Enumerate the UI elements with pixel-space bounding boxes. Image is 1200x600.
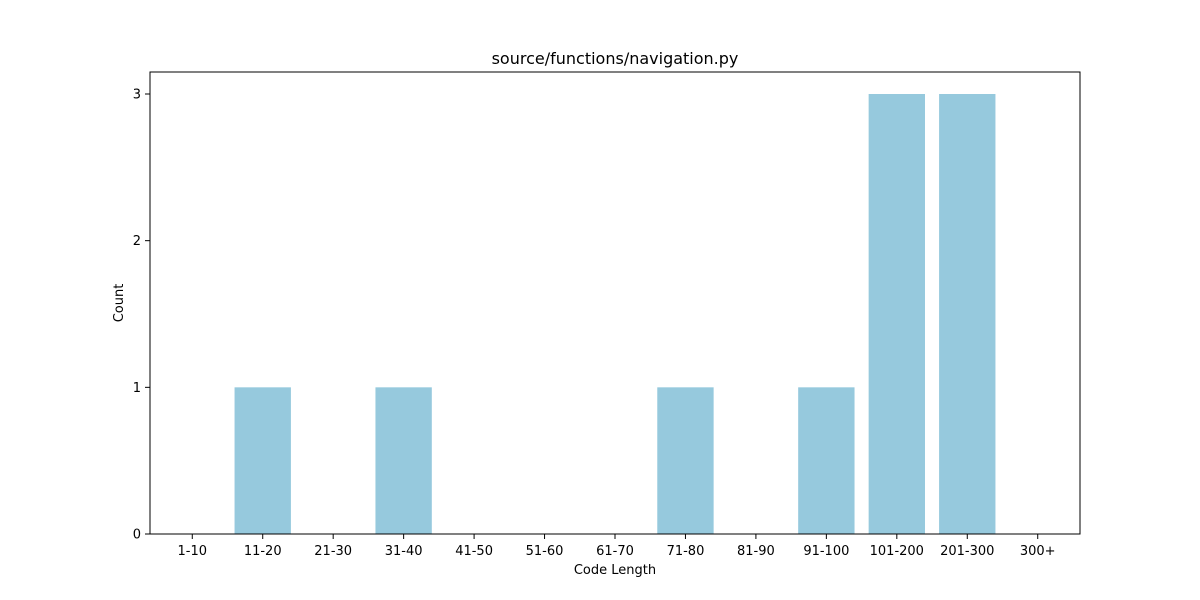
y-tick-label: 2 xyxy=(133,234,141,249)
x-tick-label: 1-10 xyxy=(178,544,208,559)
x-tick-label: 51-60 xyxy=(526,544,564,559)
x-tick-label: 71-80 xyxy=(667,544,705,559)
bar-11-20 xyxy=(234,387,291,534)
y-axis-ticks: 0 1 2 3 xyxy=(133,88,150,543)
bar-31-40 xyxy=(375,387,432,534)
x-tick-label: 201-300 xyxy=(940,544,994,559)
y-tick-label: 3 xyxy=(133,88,141,103)
bars-group xyxy=(234,94,996,534)
x-tick-label: 300+ xyxy=(1020,544,1056,559)
bar-201-300 xyxy=(939,94,996,534)
bar-101-200 xyxy=(868,94,925,534)
plot-frame xyxy=(149,71,1081,535)
bar-71-80 xyxy=(657,387,714,534)
x-tick-label: 31-40 xyxy=(385,544,423,559)
y-axis-label: Count xyxy=(112,284,127,323)
x-axis-ticks: 1-10 11-20 21-30 31-40 41-50 51-60 61-70 71-80 8… xyxy=(178,534,1056,559)
y-tick-label: 0 xyxy=(133,528,141,543)
x-tick-label: 81-90 xyxy=(737,544,775,559)
y-tick-label: 1 xyxy=(133,381,141,396)
x-axis-label: Code Length xyxy=(574,563,656,578)
x-tick-label: 11-20 xyxy=(244,544,282,559)
x-tick-label: 101-200 xyxy=(870,544,924,559)
x-tick-label: 41-50 xyxy=(455,544,493,559)
x-tick-label: 91-100 xyxy=(803,544,849,559)
x-tick-label: 61-70 xyxy=(596,544,634,559)
chart-title: source/functions/navigation.py xyxy=(492,49,739,68)
x-tick-label: 21-30 xyxy=(314,544,352,559)
bar-91-100 xyxy=(798,387,855,534)
